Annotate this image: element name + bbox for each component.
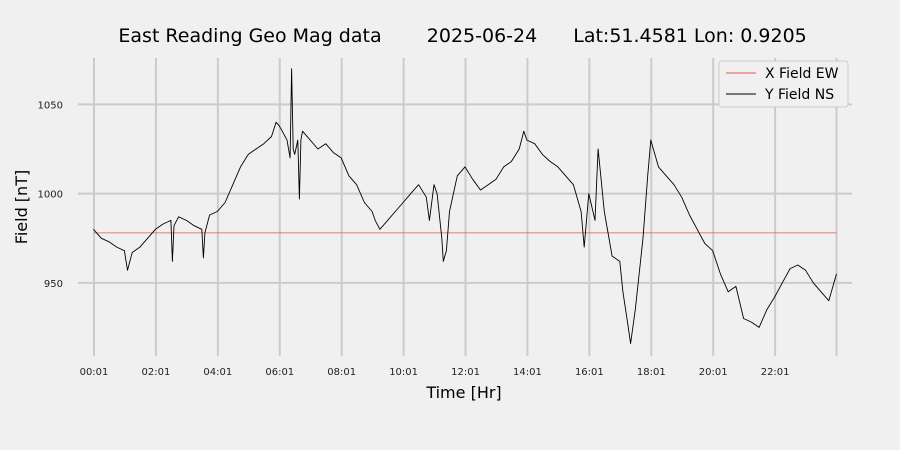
chart-title-location: Lat:51.4581 Lon: 0.9205 <box>573 25 807 47</box>
x-axis-label: Time [Hr] <box>425 383 501 402</box>
x-tick-label: 12:01 <box>451 367 480 378</box>
x-tick-label: 14:01 <box>513 367 542 378</box>
x-tick-label: 18:01 <box>637 367 666 378</box>
x-tick-label: 16:01 <box>575 367 604 378</box>
grid <box>78 58 852 356</box>
x-axis-ticks: 00:01 02:01 04:01 06:01 08:01 10:01 12:01 14:01… <box>80 367 790 378</box>
y-axis-ticks: 950 1000 1050 <box>38 100 63 289</box>
series-y-field-ns-line <box>93 68 837 344</box>
x-tick-label: 10:01 <box>389 367 418 378</box>
legend-label-x-field: X Field EW <box>765 66 839 82</box>
chart-title-date: 2025-06-24 <box>427 25 537 47</box>
x-tick-label: 02:01 <box>142 367 171 378</box>
legend: X Field EW Y Field NS <box>718 60 849 108</box>
plot-series <box>93 68 837 344</box>
x-tick-label: 20:01 <box>699 367 728 378</box>
x-tick-label: 04:01 <box>203 367 232 378</box>
y-tick-label: 950 <box>44 279 63 290</box>
x-tick-label: 08:01 <box>327 367 356 378</box>
x-tick-label: 22:01 <box>761 367 790 378</box>
y-tick-label: 1050 <box>38 100 63 111</box>
x-tick-label: 06:01 <box>265 367 294 378</box>
chart-title-site: East Reading Geo Mag data <box>118 25 381 47</box>
y-tick-label: 1000 <box>38 190 63 201</box>
y-axis-label: Field [nT] <box>12 170 31 244</box>
legend-label-y-field: Y Field NS <box>764 87 834 103</box>
x-tick-label: 00:01 <box>80 367 109 378</box>
